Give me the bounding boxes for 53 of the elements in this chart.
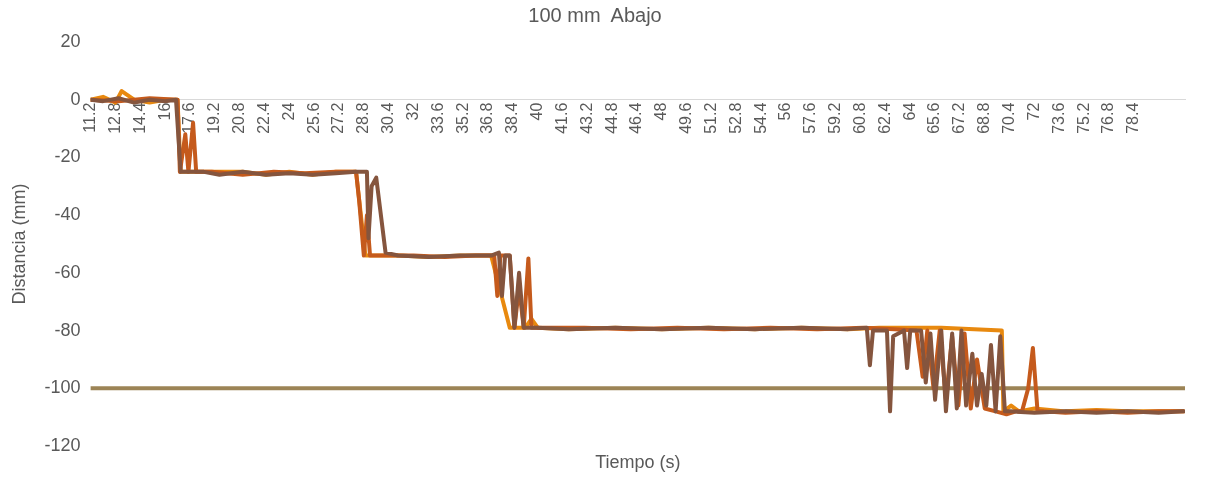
x-tick-label: 14.4 [130,102,148,134]
y-tick-label: 20 [60,30,81,51]
x-tick-label: 49.6 [677,102,695,134]
x-tick-label: 65.6 [925,102,943,134]
x-tick-label: 30.4 [379,102,397,134]
x-tick-label: 62.4 [875,102,893,134]
x-tick-label: 41.6 [552,102,570,134]
y-tick-label: -120 [44,434,81,455]
x-tick-label: 46.4 [627,102,645,134]
x-tick-label: 35.2 [453,102,471,134]
y-tick-label: 0 [70,88,81,109]
x-tick-label: 16 [155,102,173,121]
x-tick-label: 22.4 [254,102,272,134]
chart-title: 100 mm Abajo [528,3,662,26]
x-axis-title: Tiempo (s) [595,451,681,472]
x-tick-label: 11.2 [81,102,99,133]
y-tick-label: -80 [54,319,81,340]
x-tick-label: 76.8 [1099,102,1117,134]
x-tick-label: 28.8 [354,102,372,134]
x-tick-label: 60.8 [850,102,868,134]
x-tick-label: 56 [776,102,794,121]
x-tick-label: 38.4 [503,102,521,134]
x-tick-label: 36.8 [478,102,496,134]
x-tick-label: 25.6 [304,102,322,134]
x-tick-label: 52.8 [726,102,744,134]
y-tick-label: -40 [54,204,81,225]
x-tick-label: 75.2 [1074,102,1092,134]
x-tick-label: 72 [1024,102,1042,121]
x-tick-label: 64 [900,102,918,121]
x-tick-label: 20.8 [230,102,248,134]
x-tick-label: 48 [652,102,670,121]
x-tick-label: 73.6 [1049,102,1067,134]
x-tick-label: 54.4 [751,102,769,134]
y-tick-label: -60 [54,261,81,282]
x-tick-label: 51.2 [701,102,719,134]
x-tick-label: 24 [279,102,297,121]
x-tick-label: 59.2 [826,102,844,134]
x-tick-label: 43.2 [577,102,595,134]
x-tick-label: 68.8 [975,102,993,134]
x-tick-label: 67.2 [950,102,968,134]
y-tick-label: -100 [44,377,81,398]
x-tick-label: 19.2 [205,102,223,134]
x-tick-label: 57.6 [801,102,819,134]
y-tick-label: -20 [54,146,81,167]
x-tick-label: 27.2 [329,102,347,134]
x-tick-label: 40 [528,102,546,121]
y-axis-title: Distancia (mm) [8,183,29,305]
x-tick-label: 12.8 [105,102,123,134]
x-tick-label: 44.8 [602,102,620,134]
x-tick-label: 78.4 [1124,102,1142,134]
x-tick-label: 33.6 [428,102,446,134]
x-tick-label: 32 [403,102,421,121]
x-tick-label: 70.4 [1000,102,1017,134]
